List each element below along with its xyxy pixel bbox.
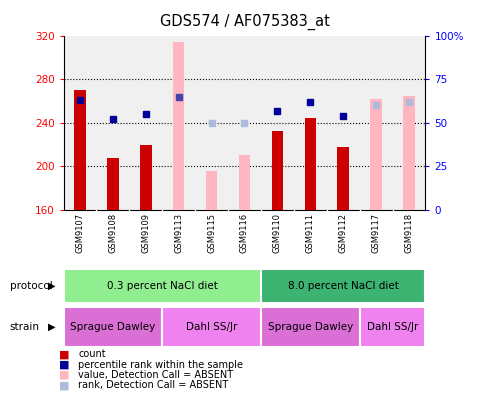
Text: GSM9108: GSM9108 <box>108 213 117 253</box>
Bar <box>304 118 315 210</box>
Text: count: count <box>78 349 105 360</box>
Bar <box>261 307 359 346</box>
Text: Sprague Dawley: Sprague Dawley <box>70 322 155 332</box>
Text: ■: ■ <box>59 370 69 380</box>
Text: ■: ■ <box>59 349 69 360</box>
Bar <box>74 90 85 210</box>
Text: GSM9112: GSM9112 <box>338 213 347 253</box>
Text: ▶: ▶ <box>47 281 55 291</box>
Text: Dahl SS/Jr: Dahl SS/Jr <box>185 322 237 332</box>
Text: GDS574 / AF075383_at: GDS574 / AF075383_at <box>159 14 329 30</box>
Text: GSM9116: GSM9116 <box>240 213 248 253</box>
Bar <box>140 145 151 210</box>
Bar <box>369 99 381 210</box>
Text: GSM9113: GSM9113 <box>174 213 183 253</box>
Text: Dahl SS/Jr: Dahl SS/Jr <box>366 322 417 332</box>
Text: GSM9107: GSM9107 <box>75 213 84 253</box>
Text: Sprague Dawley: Sprague Dawley <box>267 322 352 332</box>
Bar <box>261 269 425 303</box>
Text: 0.3 percent NaCl diet: 0.3 percent NaCl diet <box>106 281 217 291</box>
Text: ▶: ▶ <box>47 322 55 332</box>
Bar <box>359 307 425 346</box>
Text: value, Detection Call = ABSENT: value, Detection Call = ABSENT <box>78 370 233 380</box>
Text: rank, Detection Call = ABSENT: rank, Detection Call = ABSENT <box>78 380 228 390</box>
Bar <box>173 42 184 210</box>
Bar <box>205 171 217 210</box>
Text: percentile rank within the sample: percentile rank within the sample <box>78 360 243 370</box>
Text: protocol: protocol <box>10 281 52 291</box>
Text: GSM9111: GSM9111 <box>305 213 314 253</box>
Bar <box>162 307 261 346</box>
Bar <box>403 95 414 210</box>
Text: GSM9118: GSM9118 <box>404 213 413 253</box>
Bar <box>337 147 348 210</box>
Bar <box>238 155 250 210</box>
Bar <box>271 131 283 210</box>
Text: strain: strain <box>10 322 40 332</box>
Text: GSM9115: GSM9115 <box>207 213 216 253</box>
Text: GSM9109: GSM9109 <box>141 213 150 253</box>
Text: 8.0 percent NaCl diet: 8.0 percent NaCl diet <box>287 281 398 291</box>
Bar <box>107 158 119 210</box>
Text: GSM9117: GSM9117 <box>371 213 380 253</box>
Text: GSM9110: GSM9110 <box>272 213 281 253</box>
Text: ■: ■ <box>59 360 69 370</box>
Bar <box>63 307 162 346</box>
Text: ■: ■ <box>59 380 69 390</box>
Bar <box>63 269 261 303</box>
